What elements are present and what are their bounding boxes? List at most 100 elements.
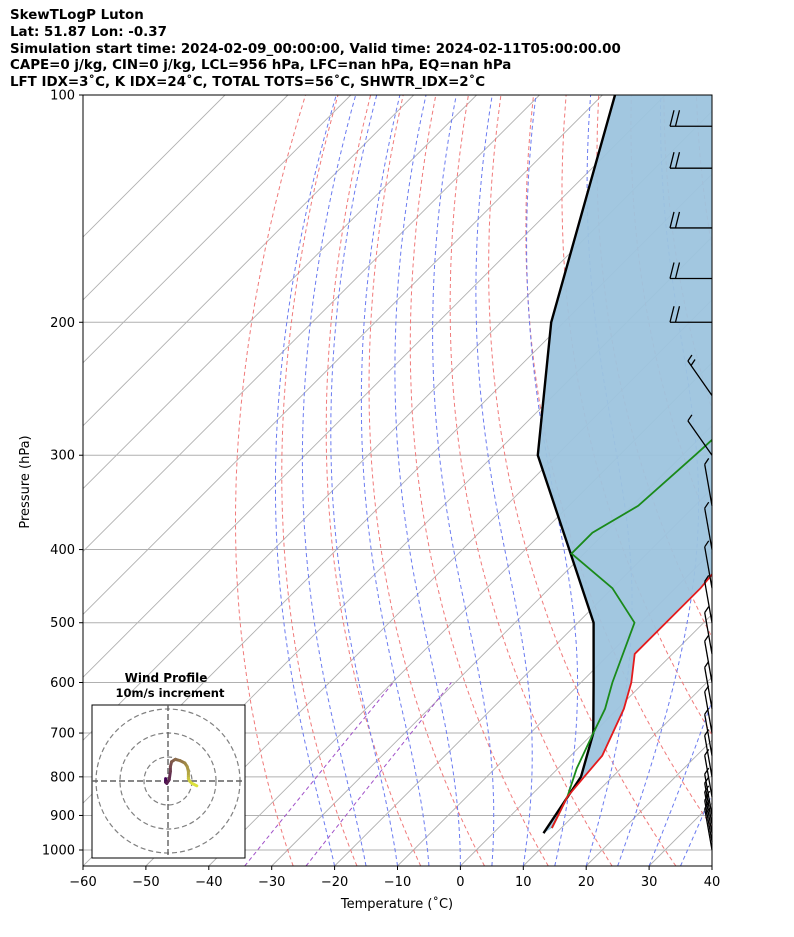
x-tick-label: −20 bbox=[321, 875, 348, 890]
wind-barb bbox=[669, 306, 712, 323]
wind-barb-flag bbox=[674, 152, 681, 169]
dry-adiabat-line bbox=[762, 95, 794, 866]
wind-barb bbox=[704, 501, 713, 550]
x-tick-label: 10 bbox=[515, 875, 532, 890]
wind-barb-shaft bbox=[704, 735, 713, 777]
moist-adiabat-line bbox=[711, 864, 712, 866]
isotherm-line bbox=[83, 95, 289, 301]
wind-barb bbox=[704, 458, 713, 506]
wind-barb-shaft bbox=[704, 714, 713, 756]
hodograph-segment bbox=[190, 781, 199, 788]
wind-barb-flag bbox=[704, 606, 710, 613]
wind-barb-flag bbox=[669, 152, 675, 169]
isotherm-line bbox=[83, 95, 226, 238]
wind-barb-flag bbox=[704, 776, 710, 784]
isotherm-line bbox=[83, 95, 540, 553]
isotherm-line bbox=[83, 95, 666, 678]
data-layer bbox=[536, 95, 712, 834]
wind-barb bbox=[669, 152, 712, 169]
moist-adiabat-line bbox=[432, 95, 495, 866]
wind-barb-shaft bbox=[704, 691, 713, 734]
moist-adiabat-line bbox=[475, 95, 533, 866]
wind-barb bbox=[704, 685, 713, 734]
moist-adiabat-line bbox=[394, 95, 461, 866]
wind-barb-flag bbox=[704, 501, 710, 509]
indices-line-2: LFT IDX=3˚C, K IDX=24˚C, TOTAL TOTS=56˚C… bbox=[10, 75, 486, 91]
wind-barb-flag bbox=[704, 458, 710, 465]
moist-adiabat-line bbox=[274, 95, 337, 866]
wind-barb-flag bbox=[674, 262, 681, 279]
wind-barb bbox=[669, 262, 712, 280]
dry-adiabat-line bbox=[525, 95, 712, 828]
dry-adiabat-line bbox=[281, 95, 358, 866]
wind-barb-flag bbox=[674, 211, 681, 229]
x-tick-label: −30 bbox=[258, 875, 285, 890]
wind-barb-shaft bbox=[704, 808, 713, 851]
isotherm-line bbox=[522, 676, 712, 866]
location-line: Lat: 51.87 Lon: -0.37 bbox=[10, 24, 167, 40]
isotherm-line bbox=[711, 865, 712, 866]
indices-line-1: CAPE=0 j/kg, CIN=0 j/kg, LCL=956 hPa, LF… bbox=[10, 58, 512, 74]
isotherm-line bbox=[397, 550, 712, 866]
wind-barb-shaft bbox=[704, 464, 713, 506]
inset-subtitle: 10m/s increment bbox=[116, 686, 225, 700]
y-tick-label: 800 bbox=[50, 770, 75, 785]
isotherm-line bbox=[145, 299, 712, 866]
wind-barb-flag bbox=[687, 354, 693, 362]
moist-adiabat-line bbox=[526, 95, 579, 866]
mixing-ratio-line bbox=[305, 682, 452, 866]
wind-barb-shaft bbox=[704, 782, 713, 825]
axis-layer: −60 −50 −40 −30 −20 −10 0 10 20 30 40 1000 900 800 700… bbox=[42, 89, 720, 891]
y-tick-label: 600 bbox=[50, 676, 75, 691]
temperature-profile bbox=[551, 573, 712, 829]
moist-adiabat-line bbox=[648, 699, 712, 866]
wind-barb-shaft bbox=[704, 612, 713, 655]
wind-barb-flag bbox=[704, 575, 710, 582]
wind-barb-flag bbox=[674, 110, 681, 127]
inset-plot bbox=[92, 705, 245, 858]
y-tick-label: 700 bbox=[50, 727, 75, 742]
wind-barb-shaft bbox=[704, 641, 713, 683]
wind-barb-flag bbox=[704, 748, 710, 756]
wind-barb bbox=[704, 767, 713, 816]
x-tick-label: 0 bbox=[456, 875, 464, 890]
x-tick-label: −60 bbox=[69, 875, 96, 890]
wind-barb-shaft bbox=[704, 581, 713, 623]
wind-barb-shaft bbox=[687, 360, 713, 396]
wind-barbs bbox=[669, 110, 713, 851]
cin-shading bbox=[537, 95, 712, 834]
wind-barb-flag bbox=[704, 634, 710, 642]
time-line: Simulation start time: 2024-02-09_00:00:… bbox=[10, 41, 621, 57]
moist-adiabat-line bbox=[360, 95, 430, 866]
dry-adiabat-line bbox=[449, 95, 613, 866]
wind-barb bbox=[704, 748, 713, 797]
wind-profile-inset: Wind Profile 10m/s increment bbox=[91, 671, 246, 859]
moist-adiabat-line bbox=[301, 95, 367, 866]
wind-barb bbox=[687, 414, 713, 456]
dry-adiabat-line bbox=[368, 95, 485, 866]
wind-barb-flag bbox=[669, 262, 675, 279]
wind-barb-shaft bbox=[687, 420, 713, 456]
wind-barb-flag bbox=[687, 414, 693, 422]
y-tick-label: 200 bbox=[50, 316, 75, 331]
mixing-ratio-line bbox=[244, 682, 394, 866]
wind-barb bbox=[704, 575, 713, 623]
wind-barb-flag bbox=[704, 767, 710, 775]
x-tick-label: 30 bbox=[641, 875, 658, 890]
wind-barb bbox=[704, 661, 713, 709]
wind-barb-flag bbox=[674, 306, 681, 323]
wind-barb bbox=[669, 211, 712, 229]
x-tick-label: −40 bbox=[195, 875, 222, 890]
inset-title: Wind Profile bbox=[125, 671, 208, 685]
x-axis-label: Temperature (˚C) bbox=[340, 896, 453, 912]
isotherm-line bbox=[460, 613, 712, 866]
wind-barb bbox=[704, 634, 713, 683]
wind-barb-shaft bbox=[704, 667, 713, 709]
wind-barb-flag bbox=[669, 211, 675, 229]
wind-barb bbox=[704, 540, 713, 589]
chart-title-block: SkewTLogP Luton Lat: 51.87 Lon: -0.37 Si… bbox=[10, 8, 621, 92]
dry-adiabat-line bbox=[488, 95, 677, 866]
wind-barb-shaft bbox=[704, 800, 713, 842]
wind-barb bbox=[704, 776, 713, 825]
